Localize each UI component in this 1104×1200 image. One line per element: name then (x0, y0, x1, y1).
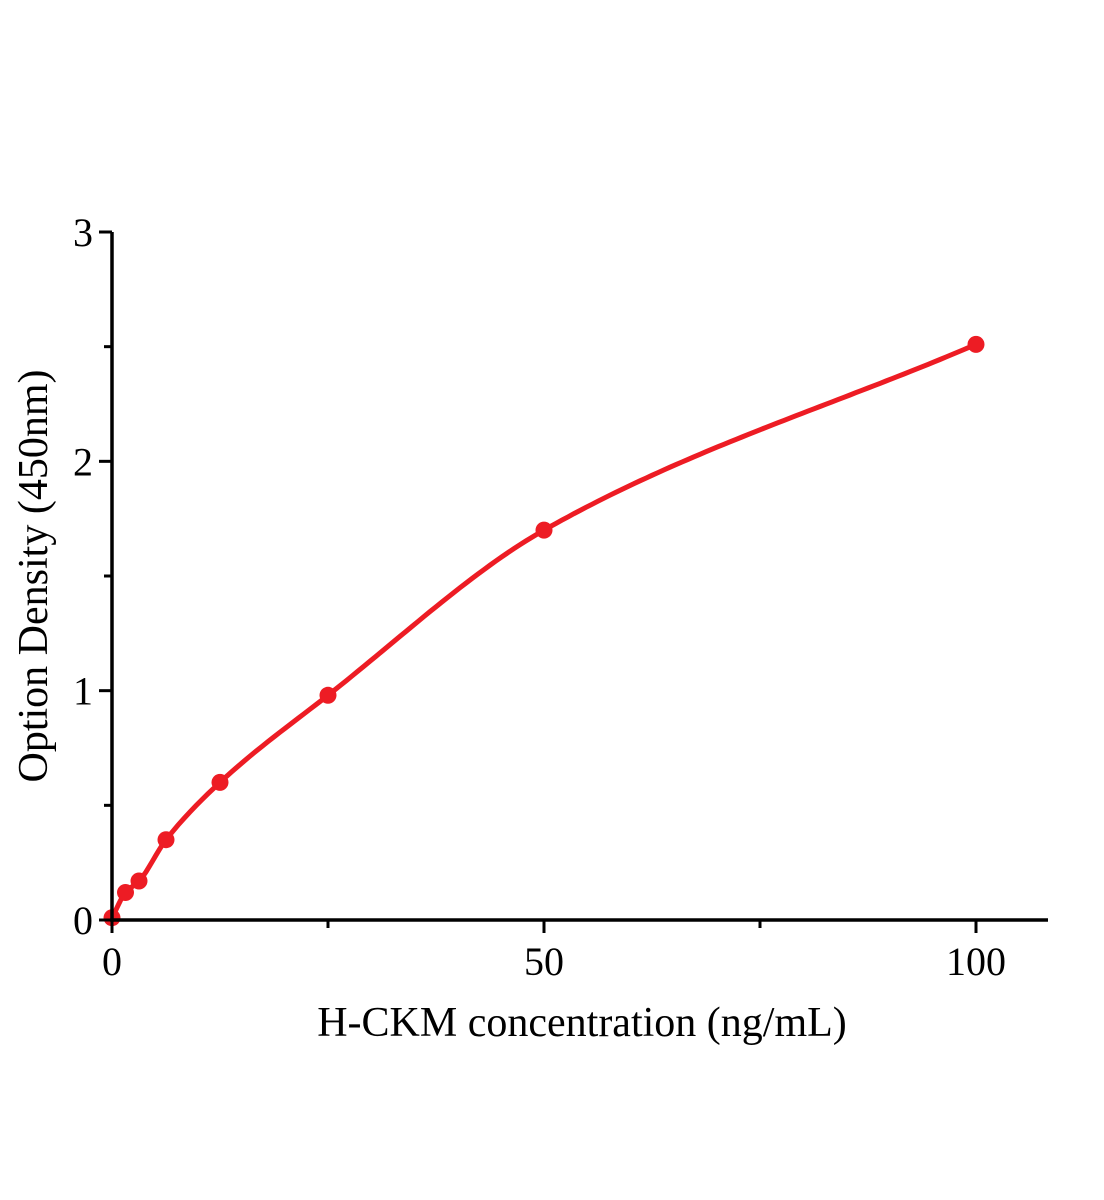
data-point (967, 335, 985, 353)
data-point (211, 773, 229, 791)
data-point (117, 884, 134, 901)
y-axis-title: Option Density (450nm) (11, 370, 57, 783)
y-tick-label: 1 (73, 669, 93, 714)
data-point (157, 831, 175, 849)
x-tick-label: 50 (524, 939, 564, 984)
x-tick-label: 100 (946, 939, 1006, 984)
data-point (130, 872, 148, 890)
fit-curve (109, 341, 979, 921)
y-tick-label: 2 (73, 439, 93, 484)
y-tick-label: 0 (73, 898, 93, 943)
data-point (319, 686, 337, 704)
x-axis-title: H-CKM concentration (ng/mL) (317, 1000, 847, 1046)
y-tick-label: 3 (73, 210, 93, 255)
x-tick-label: 0 (102, 939, 122, 984)
data-point (535, 521, 553, 539)
